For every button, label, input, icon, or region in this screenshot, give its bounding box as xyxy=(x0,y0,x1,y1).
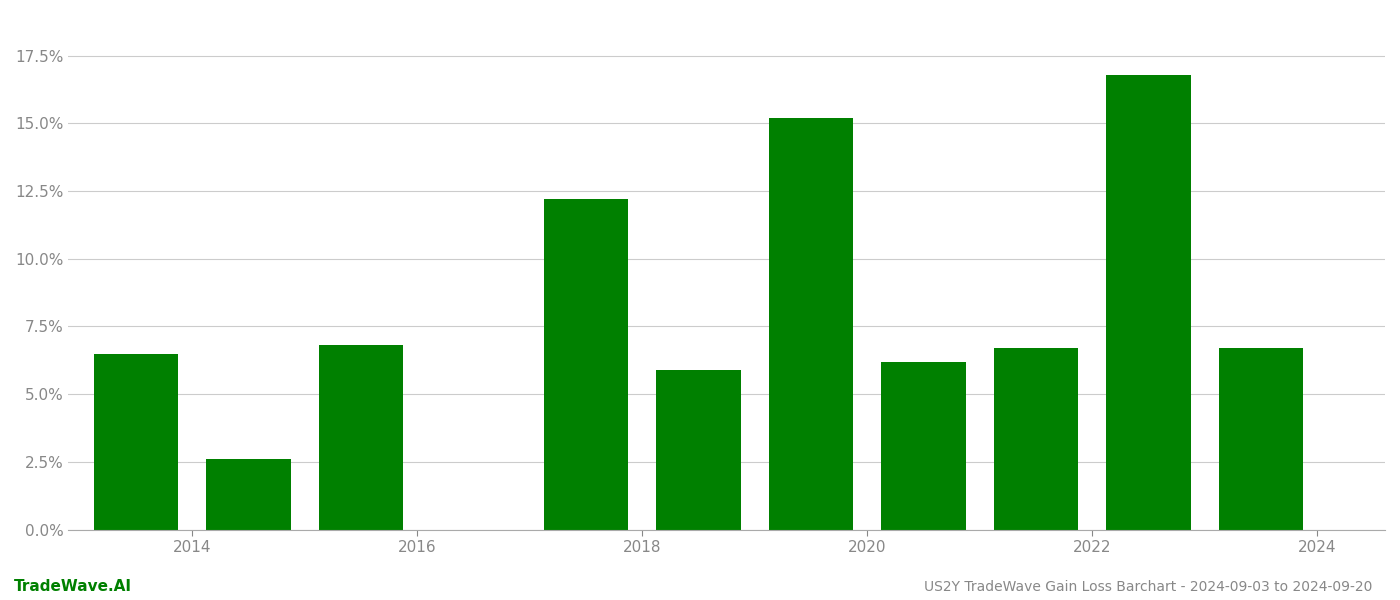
Bar xyxy=(994,348,1078,530)
Bar xyxy=(657,370,741,530)
Bar xyxy=(319,346,403,530)
Bar xyxy=(882,362,966,530)
Bar xyxy=(1106,74,1191,530)
Bar xyxy=(94,353,178,530)
Bar xyxy=(206,459,291,530)
Text: US2Y TradeWave Gain Loss Barchart - 2024-09-03 to 2024-09-20: US2Y TradeWave Gain Loss Barchart - 2024… xyxy=(924,580,1372,594)
Bar xyxy=(769,118,853,530)
Bar xyxy=(1219,348,1303,530)
Bar xyxy=(543,199,629,530)
Text: TradeWave.AI: TradeWave.AI xyxy=(14,579,132,594)
